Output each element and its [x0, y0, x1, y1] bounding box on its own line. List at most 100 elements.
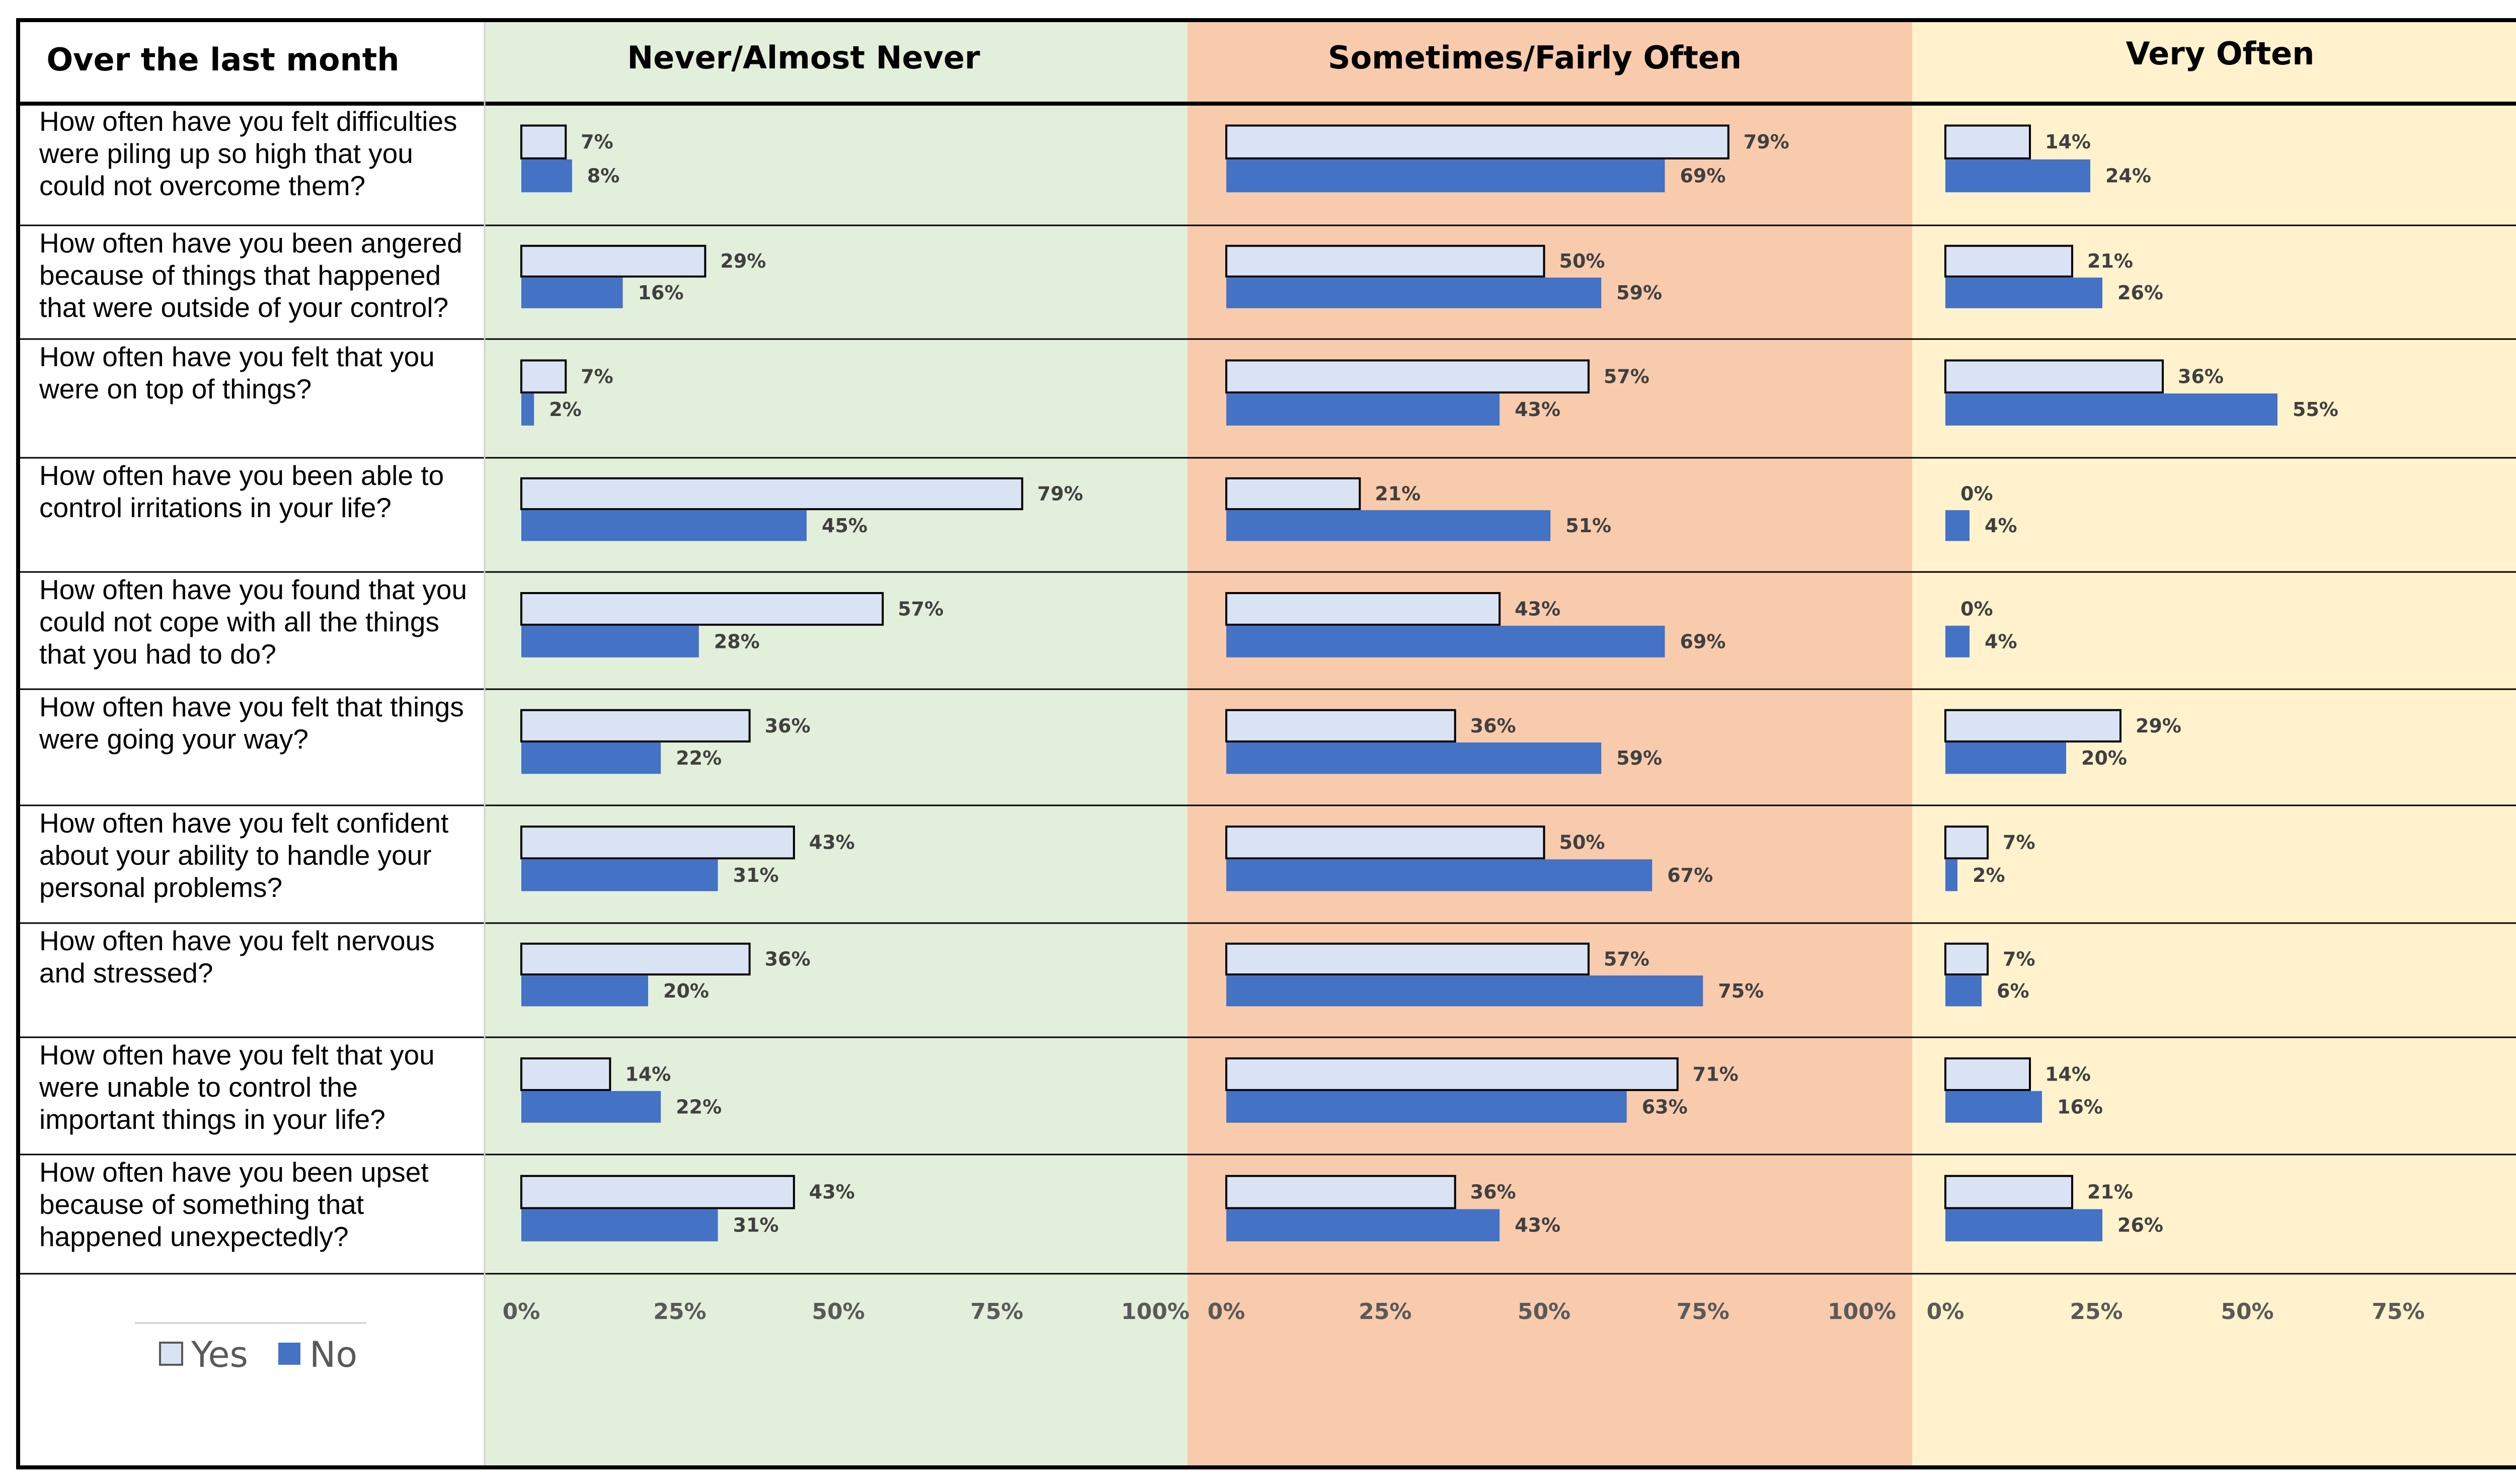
- value-label-no: 28%: [714, 630, 760, 652]
- bar-yes: [1225, 477, 1361, 511]
- x-tick-label: 25%: [2070, 1299, 2122, 1325]
- x-tick-label: 0%: [1208, 1299, 1245, 1325]
- bar-no: [1945, 510, 1970, 541]
- value-label-no: 59%: [1616, 747, 1662, 769]
- question-text-line: because of things that happened: [39, 260, 441, 291]
- bar-no: [1226, 1091, 1627, 1123]
- value-label-yes: 57%: [1604, 365, 1649, 387]
- value-label-no: 63%: [1642, 1096, 1688, 1118]
- bar-yes: [1225, 359, 1590, 394]
- bar-yes: [1944, 359, 2164, 394]
- value-label-yes: 36%: [1470, 715, 1516, 737]
- bar-no: [521, 975, 648, 1007]
- value-label-yes: 21%: [1375, 483, 1421, 505]
- bar-no: [1226, 1209, 1500, 1242]
- value-label-no: 31%: [733, 864, 779, 886]
- value-label-yes: 71%: [1693, 1063, 1739, 1085]
- bar-no: [521, 859, 718, 891]
- x-tick-label: 75%: [1677, 1299, 1729, 1325]
- bar-yes: [520, 124, 567, 159]
- question-text-line: were on top of things?: [39, 373, 311, 404]
- value-label-yes: 29%: [720, 250, 766, 272]
- bar-yes: [1944, 1175, 2073, 1209]
- bar-yes: [520, 359, 567, 394]
- value-label-yes: 36%: [2178, 365, 2224, 387]
- x-tick-label: 50%: [812, 1299, 864, 1325]
- bar-no: [1945, 393, 2277, 426]
- bar-no: [521, 742, 661, 774]
- value-label-yes: 14%: [625, 1063, 671, 1085]
- value-label-no: 43%: [1515, 1214, 1560, 1236]
- bar-yes: [520, 477, 1024, 511]
- question-text-line: How often have you felt that you: [39, 1039, 435, 1070]
- value-label-no: 67%: [1667, 864, 1713, 886]
- question-text-line: because of something that: [39, 1189, 364, 1220]
- bar-yes: [1944, 1057, 2031, 1091]
- question-text-line: How often have you been able to: [39, 460, 444, 491]
- question-text-line: How often have you felt confident: [39, 807, 448, 839]
- legend-yes-swatch: [159, 1342, 183, 1366]
- value-label-no: 16%: [2057, 1096, 2103, 1118]
- value-label-no: 51%: [1565, 515, 1611, 537]
- bar-no: [1945, 625, 1970, 657]
- bar-yes: [520, 592, 884, 626]
- value-label-no: 20%: [663, 980, 709, 1002]
- bar-no: [1945, 742, 2066, 774]
- x-tick-label: 75%: [2372, 1299, 2424, 1325]
- value-label-yes: 43%: [809, 1181, 855, 1203]
- bar-yes: [1225, 1057, 1679, 1091]
- value-label-yes: 14%: [2045, 131, 2091, 153]
- question-text-line: important things in your life?: [39, 1104, 385, 1135]
- bar-yes: [520, 244, 706, 278]
- bar-no: [1226, 159, 1665, 193]
- x-tick-label: 100%: [1828, 1299, 1896, 1325]
- value-label-no: 16%: [638, 282, 684, 304]
- x-tick-label: 75%: [970, 1299, 1023, 1325]
- value-label-yes: 43%: [809, 832, 855, 854]
- value-label-yes: 36%: [765, 715, 811, 737]
- value-label-no: 6%: [1997, 980, 2029, 1002]
- question-text-line: personal problems?: [39, 872, 282, 903]
- bar-yes: [1944, 709, 2121, 743]
- value-label-yes: 36%: [765, 948, 811, 970]
- x-tick-label: 25%: [1359, 1299, 1411, 1325]
- x-tick-label: 50%: [2221, 1299, 2273, 1325]
- panel-title-never: Never/Almost Never: [627, 39, 980, 76]
- value-label-yes: 57%: [898, 598, 944, 620]
- value-label-no: 69%: [1680, 630, 1725, 652]
- bar-no: [1945, 1209, 2102, 1242]
- value-label-yes: 50%: [1559, 250, 1605, 272]
- bar-no: [521, 625, 699, 657]
- bar-yes: [1225, 942, 1590, 976]
- bar-yes: [1944, 942, 1989, 976]
- legend-no-swatch: [278, 1343, 300, 1365]
- bar-no: [521, 1091, 661, 1123]
- value-label-no: 24%: [2105, 165, 2151, 187]
- question-text-line: How often have you been upset: [39, 1157, 429, 1188]
- bar-no: [1226, 625, 1665, 657]
- question-text-line: How often have you been angered: [39, 227, 462, 259]
- value-label-no: 4%: [1985, 630, 2017, 652]
- value-label-no: 55%: [2293, 398, 2338, 421]
- value-label-no: 45%: [822, 515, 868, 537]
- question-text-line: about your ability to handle your: [39, 840, 432, 871]
- legend: Yes No: [135, 1322, 366, 1375]
- value-label-yes: 21%: [2087, 1181, 2133, 1203]
- question-text-line: How often have you felt that things: [39, 691, 464, 722]
- question-text-line: were going your way?: [39, 723, 308, 755]
- question-text-line: control irritations in your life?: [39, 492, 391, 523]
- value-label-yes: 50%: [1559, 832, 1605, 854]
- bar-no: [521, 1209, 718, 1242]
- x-tick-label: 0%: [503, 1299, 540, 1325]
- question-text-line: How often have you felt that you: [39, 341, 435, 372]
- bar-yes: [520, 942, 751, 976]
- bar-no: [521, 510, 807, 541]
- value-label-no: 43%: [1515, 398, 1560, 421]
- value-label-no: 22%: [676, 1096, 722, 1118]
- x-tick-label: 0%: [1927, 1299, 1964, 1325]
- value-label-yes: 43%: [1515, 598, 1560, 620]
- bar-no: [521, 393, 534, 426]
- bar-no: [1945, 277, 2102, 308]
- bar-yes: [520, 826, 795, 860]
